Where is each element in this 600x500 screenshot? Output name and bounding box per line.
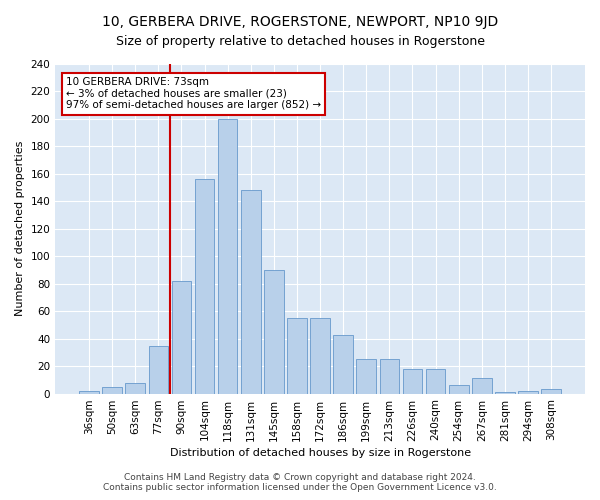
Bar: [310, 318, 330, 394]
Bar: [149, 346, 168, 394]
Bar: [241, 190, 260, 394]
Bar: [287, 318, 307, 394]
Bar: [403, 369, 422, 394]
Bar: [334, 334, 353, 394]
Bar: [380, 359, 399, 394]
Text: Size of property relative to detached houses in Rogerstone: Size of property relative to detached ho…: [115, 35, 485, 48]
Bar: [264, 270, 284, 394]
Text: 10, GERBERA DRIVE, ROGERSTONE, NEWPORT, NP10 9JD: 10, GERBERA DRIVE, ROGERSTONE, NEWPORT, …: [102, 15, 498, 29]
Bar: [426, 369, 445, 394]
Bar: [356, 359, 376, 394]
Bar: [218, 119, 238, 394]
Bar: [172, 281, 191, 394]
Bar: [472, 378, 491, 394]
Text: 10 GERBERA DRIVE: 73sqm
← 3% of detached houses are smaller (23)
97% of semi-det: 10 GERBERA DRIVE: 73sqm ← 3% of detached…: [66, 77, 321, 110]
Bar: [103, 386, 122, 394]
Bar: [79, 391, 99, 394]
Bar: [495, 392, 515, 394]
Bar: [518, 391, 538, 394]
Bar: [125, 382, 145, 394]
Bar: [449, 386, 469, 394]
Text: Contains HM Land Registry data © Crown copyright and database right 2024.
Contai: Contains HM Land Registry data © Crown c…: [103, 473, 497, 492]
Y-axis label: Number of detached properties: Number of detached properties: [15, 141, 25, 316]
Bar: [195, 180, 214, 394]
X-axis label: Distribution of detached houses by size in Rogerstone: Distribution of detached houses by size …: [170, 448, 470, 458]
Bar: [541, 390, 561, 394]
